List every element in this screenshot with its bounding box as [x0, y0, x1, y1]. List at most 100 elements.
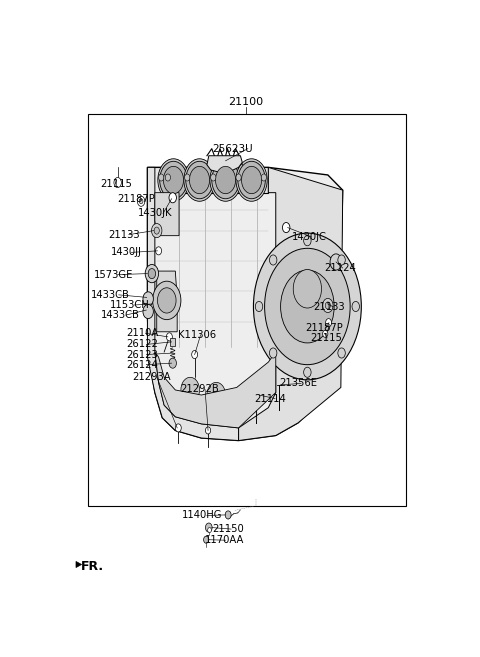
- Circle shape: [253, 233, 361, 380]
- Text: 21100: 21100: [228, 97, 264, 106]
- Polygon shape: [76, 562, 82, 568]
- Circle shape: [255, 302, 263, 311]
- Circle shape: [236, 174, 241, 181]
- Circle shape: [192, 350, 198, 359]
- Circle shape: [338, 348, 345, 358]
- Text: 21356E: 21356E: [279, 378, 317, 388]
- Text: 21114: 21114: [254, 394, 286, 403]
- Circle shape: [338, 255, 345, 265]
- Circle shape: [143, 292, 154, 306]
- Circle shape: [167, 333, 172, 341]
- Text: 1573GE: 1573GE: [94, 269, 133, 280]
- Text: 21293A: 21293A: [132, 372, 170, 382]
- Circle shape: [205, 523, 212, 532]
- Circle shape: [165, 174, 170, 181]
- Circle shape: [211, 174, 216, 181]
- Circle shape: [325, 319, 332, 327]
- Circle shape: [269, 348, 277, 358]
- Circle shape: [352, 302, 360, 311]
- Text: 1433CB: 1433CB: [101, 310, 140, 320]
- Circle shape: [212, 162, 240, 198]
- Circle shape: [233, 388, 252, 413]
- Circle shape: [261, 174, 266, 181]
- Circle shape: [158, 159, 189, 201]
- Text: 1170AA: 1170AA: [205, 535, 244, 545]
- Circle shape: [169, 193, 177, 203]
- Circle shape: [154, 227, 159, 234]
- Text: 26122: 26122: [126, 340, 158, 350]
- Text: 1140HG: 1140HG: [182, 510, 223, 520]
- Circle shape: [205, 427, 211, 434]
- Text: 1430JC: 1430JC: [291, 232, 326, 242]
- Circle shape: [304, 367, 311, 377]
- Text: 21292B: 21292B: [180, 384, 218, 394]
- Text: 21187P: 21187P: [305, 323, 343, 332]
- Polygon shape: [156, 271, 177, 332]
- Circle shape: [184, 159, 215, 201]
- Circle shape: [181, 377, 200, 403]
- Circle shape: [114, 177, 121, 188]
- Circle shape: [330, 254, 342, 270]
- Circle shape: [152, 223, 162, 238]
- Circle shape: [238, 162, 265, 198]
- Circle shape: [163, 166, 183, 194]
- Circle shape: [157, 288, 176, 313]
- Polygon shape: [207, 156, 242, 172]
- Circle shape: [325, 302, 330, 309]
- Text: 1433CB: 1433CB: [91, 290, 130, 300]
- Polygon shape: [147, 168, 239, 441]
- Circle shape: [207, 382, 226, 407]
- Circle shape: [143, 304, 154, 319]
- Text: 1430JK: 1430JK: [138, 208, 173, 218]
- Text: 2110A: 2110A: [126, 328, 158, 338]
- Text: 21150: 21150: [212, 524, 243, 534]
- Polygon shape: [147, 168, 343, 441]
- Polygon shape: [147, 168, 268, 193]
- Text: 1153CH: 1153CH: [109, 300, 149, 310]
- Bar: [88, 114, 406, 507]
- Circle shape: [323, 330, 328, 337]
- Circle shape: [158, 174, 164, 181]
- Polygon shape: [239, 168, 343, 441]
- Bar: [170, 338, 175, 346]
- Text: K11306: K11306: [178, 330, 216, 340]
- Polygon shape: [155, 193, 179, 236]
- Circle shape: [264, 248, 350, 365]
- Circle shape: [186, 162, 213, 198]
- Circle shape: [216, 166, 236, 194]
- Text: 1430JJ: 1430JJ: [111, 247, 142, 258]
- Text: 25623U: 25623U: [213, 144, 253, 154]
- Circle shape: [169, 358, 177, 368]
- Circle shape: [145, 265, 158, 283]
- Text: 21187P: 21187P: [118, 194, 156, 204]
- Text: 21115: 21115: [100, 179, 132, 189]
- Circle shape: [137, 196, 145, 206]
- Text: FR.: FR.: [81, 560, 104, 573]
- Text: 21115: 21115: [310, 333, 342, 343]
- Circle shape: [225, 511, 231, 519]
- Text: 26124: 26124: [126, 359, 158, 370]
- Circle shape: [293, 269, 322, 308]
- Circle shape: [282, 223, 290, 233]
- Circle shape: [304, 236, 311, 246]
- Text: 21124: 21124: [324, 263, 356, 273]
- Circle shape: [269, 255, 277, 265]
- Circle shape: [241, 166, 262, 194]
- Circle shape: [139, 198, 143, 204]
- Text: 26123: 26123: [126, 350, 158, 359]
- Circle shape: [190, 166, 210, 194]
- Circle shape: [208, 528, 211, 533]
- Text: 21133: 21133: [314, 302, 345, 312]
- Circle shape: [204, 536, 209, 543]
- Circle shape: [153, 281, 181, 320]
- Circle shape: [175, 424, 181, 432]
- Circle shape: [281, 270, 334, 343]
- Circle shape: [160, 162, 187, 198]
- Circle shape: [185, 174, 190, 181]
- Circle shape: [323, 298, 333, 313]
- Circle shape: [156, 247, 162, 255]
- Circle shape: [210, 159, 241, 201]
- Text: 21133: 21133: [108, 230, 140, 240]
- Circle shape: [236, 159, 267, 201]
- Polygon shape: [155, 352, 276, 428]
